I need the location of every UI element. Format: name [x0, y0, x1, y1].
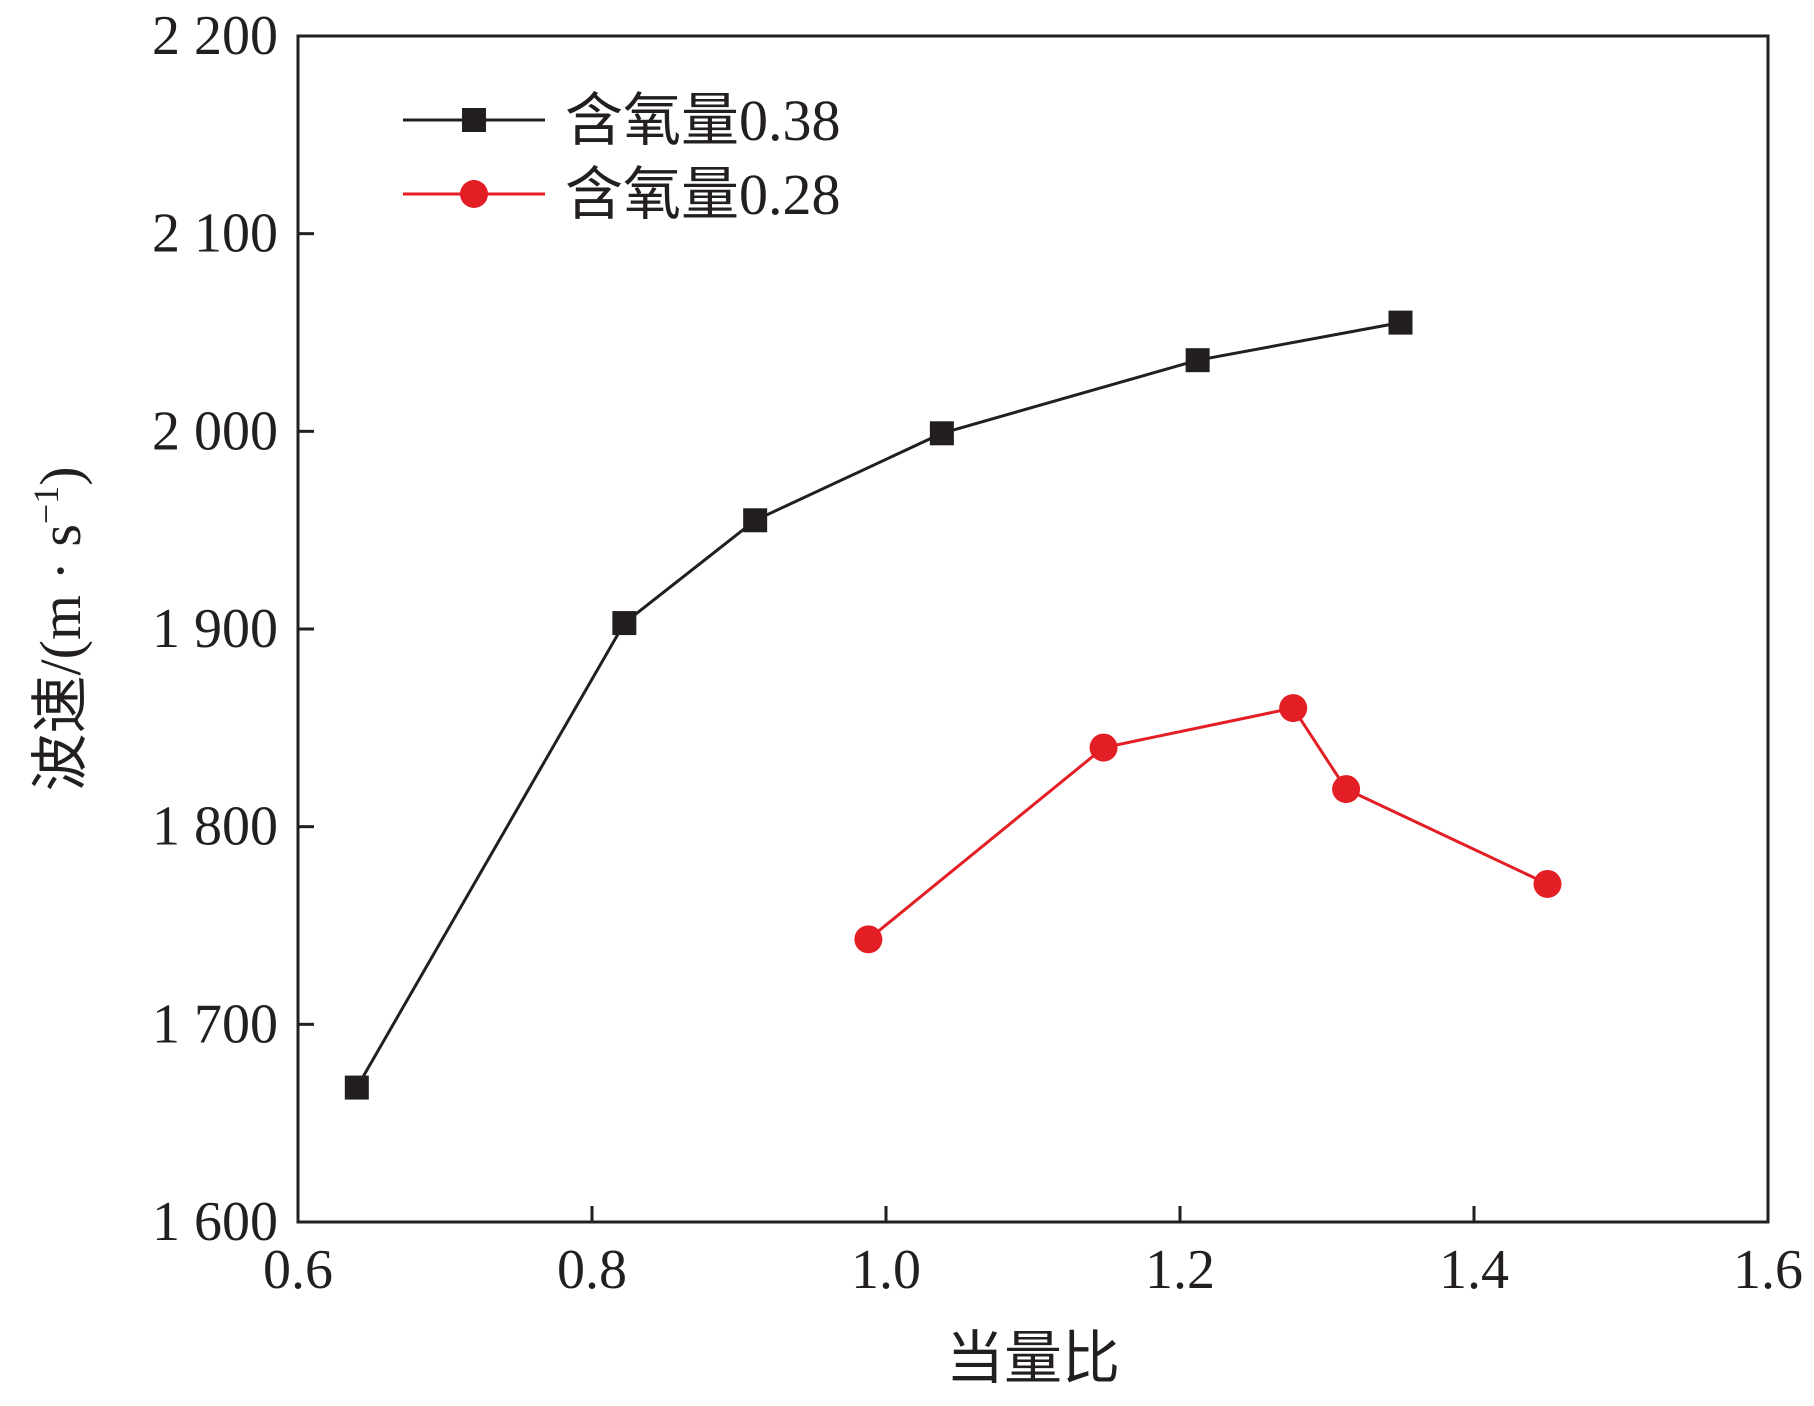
legend-entry-1: 含氧量0.28 [403, 162, 841, 227]
y-axis-title-main: 波速/(m · s [28, 524, 93, 791]
y-axis-title-close: ) [28, 466, 93, 485]
x-tick-label: 0.6 [263, 1239, 333, 1301]
legend-label-1: 含氧量0.28 [565, 162, 841, 227]
x-tick-label: 1.4 [1439, 1239, 1509, 1301]
data-point [612, 611, 637, 636]
data-point [344, 1075, 369, 1100]
legend-label-0: 含氧量0.38 [565, 88, 841, 153]
legend-marker-1 [460, 180, 488, 208]
data-point [1332, 775, 1361, 804]
x-tick-label: 0.8 [557, 1239, 627, 1301]
series-line-1 [867, 706, 1549, 941]
data-point [854, 925, 883, 954]
data-point [1388, 310, 1413, 335]
series-1 [854, 694, 1562, 954]
y-tick-label: 1 700 [152, 993, 278, 1055]
y-tick-label: 1 800 [152, 796, 278, 858]
x-axis-title: 当量比 [946, 1326, 1120, 1391]
y-axis: 1 600 1 700 1 800 1 900 2 000 2 100 2 200 [152, 5, 314, 1253]
y-tick-label: 2 100 [152, 203, 278, 265]
data-point [1533, 869, 1562, 898]
y-tick-label: 2 000 [152, 400, 278, 462]
legend-entry-0: 含氧量0.38 [403, 88, 841, 153]
data-point [929, 421, 954, 446]
x-tick-label: 1.6 [1733, 1239, 1803, 1301]
legend-marker-0 [462, 108, 486, 132]
data-point [1185, 348, 1210, 373]
legend: 含氧量0.38 含氧量0.28 [403, 88, 841, 227]
y-axis-title: 波速/(m · s−1) [26, 466, 93, 791]
series-line-0 [355, 321, 1401, 1089]
y-tick-label: 1 900 [152, 598, 278, 660]
y-axis-title-superscript: −1 [26, 486, 66, 524]
data-point [1089, 733, 1118, 762]
y-tick-label: 1 600 [152, 1191, 278, 1253]
x-axis: 0.6 0.8 1.0 1.2 1.4 1.6 [263, 1206, 1803, 1301]
series-0 [344, 310, 1413, 1100]
x-tick-label: 1.0 [851, 1239, 921, 1301]
data-point [1279, 694, 1308, 723]
x-tick-label: 1.2 [1145, 1239, 1215, 1301]
data-point [743, 508, 768, 533]
series-layer [344, 310, 1562, 1100]
plot-frame [296, 34, 1770, 1224]
y-tick-label: 2 200 [152, 5, 278, 67]
